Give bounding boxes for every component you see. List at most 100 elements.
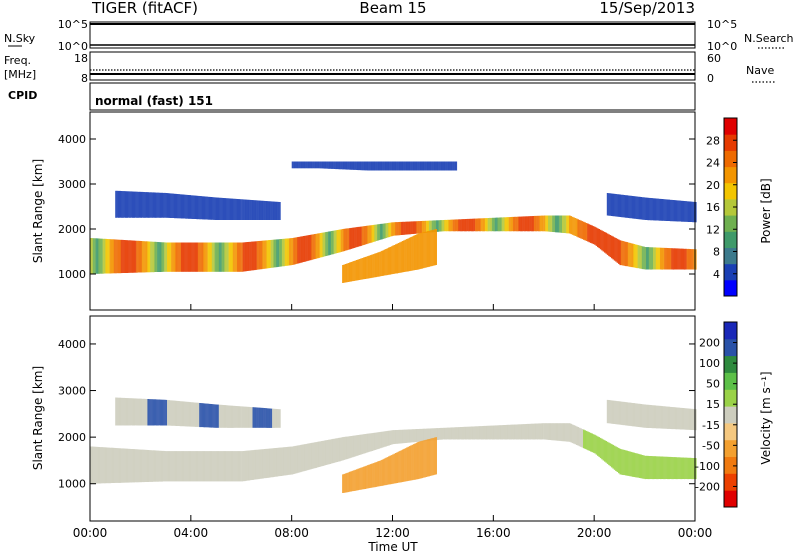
range-time-cell [224,242,226,272]
range-time-cell [176,194,179,219]
range-time-cell [407,221,410,235]
range-time-cell [344,228,347,251]
range-time-cell [482,218,484,232]
range-time-cell [139,191,141,218]
range-time-cell [133,191,135,218]
y-tick-label: 1000 [58,478,86,491]
range-time-cell [473,426,476,440]
range-time-cell [304,161,306,169]
range-time-cell [356,469,358,491]
range-time-cell [116,239,119,274]
range-time-cell [559,423,561,441]
range-time-cell [307,235,309,261]
range-time-cell [613,193,616,217]
range-time-cell [237,199,239,220]
range-time-cell [126,240,128,273]
range-time-cell [445,427,448,440]
range-time-cell [287,238,290,266]
range-time-cell [695,202,697,223]
range-time-cell [675,457,677,480]
range-time-cell [171,400,173,426]
range-time-cell [556,215,558,233]
range-time-cell [667,406,669,429]
range-time-cell [470,218,473,232]
range-time-cell [190,451,193,482]
range-time-cell [140,241,142,273]
time-axis-label: Time UT [367,540,418,554]
range-time-cell [141,398,144,426]
range-time-cell [371,225,374,243]
range-time-cell [203,196,205,220]
range-time-cell [218,242,221,272]
range-time-cell [650,456,652,479]
range-time-cell [678,248,680,270]
range-time-cell [440,220,442,232]
range-time-cell [658,198,661,221]
range-time-cell [200,403,203,428]
time-tick-label: 12:00 [375,526,410,540]
range-time-cell [290,238,292,266]
range-time-cell [252,450,255,480]
range-time-cell [452,219,455,232]
range-time-cell [234,198,236,220]
range-time-cell [427,439,429,477]
range-time-cell [130,191,133,218]
range-time-cell [171,193,173,218]
range-time-cell [662,456,665,480]
range-time-cell [256,449,259,480]
range-time-cell [669,199,672,222]
range-time-cell [477,218,480,232]
range-time-cell [646,197,648,220]
range-time-cell [569,215,571,234]
range-time-cell [576,218,578,237]
range-time-cell [465,426,467,440]
range-time-cell [196,242,198,272]
range-time-cell [689,457,691,479]
range-time-cell [388,430,390,446]
range-time-cell [176,451,179,482]
range-time-cell [686,408,689,430]
range-time-cell [337,437,340,462]
range-time-cell [669,248,672,270]
range-time-cell [347,228,350,250]
colorbar-tick-label: 24 [706,157,720,170]
range-time-cell [167,242,169,272]
range-time-cell [196,451,198,482]
range-time-cell [545,423,547,440]
range-time-cell [232,198,235,220]
range-time-cell [432,437,435,476]
range-time-cell [340,229,343,252]
range-time-cell [406,447,408,482]
range-time-cell [195,402,197,427]
range-time-cell [185,242,187,272]
range-time-cell [182,401,184,427]
range-time-cell [276,201,278,220]
range-time-cell [321,161,323,169]
range-time-cell [221,404,224,428]
range-time-cell [402,161,404,171]
range-time-cell [308,235,311,261]
colorbar-swatch [724,338,737,357]
range-time-cell [357,161,360,171]
range-time-cell [228,198,231,220]
range-time-cell [618,194,620,217]
range-time-cell [122,397,124,426]
range-time-cell [339,161,341,170]
range-time-cell [528,216,530,232]
range-time-cell [290,446,292,475]
range-time-cell [197,195,200,220]
range-time-cell [650,405,652,428]
range-time-cell [122,191,124,218]
range-time-cell [639,196,641,220]
colorbar-tick-label: 50 [706,378,720,391]
range-time-cell [653,198,655,221]
range-time-cell [601,230,603,251]
range-time-cell [426,220,428,233]
range-time-cell [412,161,414,171]
range-time-cell [91,238,93,274]
range-time-cell [397,243,400,274]
range-time-cell [237,451,239,482]
range-time-cell [668,199,670,221]
range-time-cell [364,466,366,489]
